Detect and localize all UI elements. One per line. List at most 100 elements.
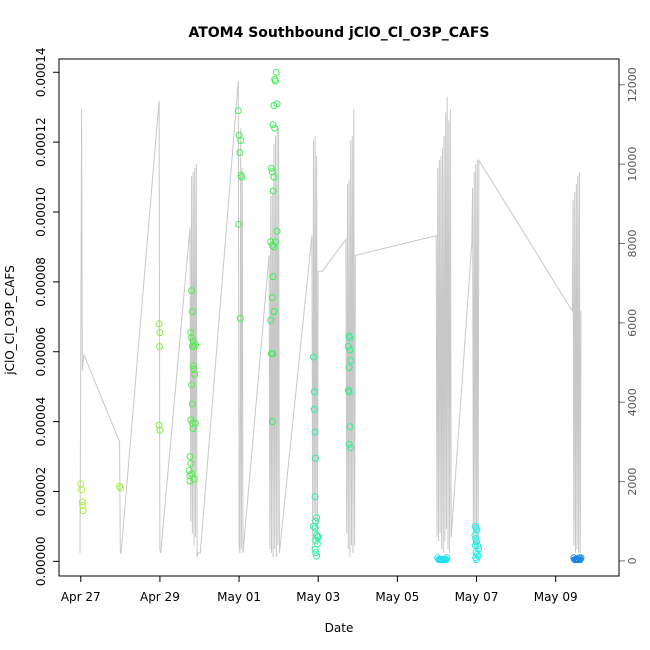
data-point xyxy=(311,545,319,553)
data-point xyxy=(238,173,246,181)
data-point xyxy=(78,498,86,506)
data-point xyxy=(346,423,354,431)
y2-tick-label: 4000 xyxy=(626,388,639,416)
data-point xyxy=(188,334,196,342)
data-point xyxy=(310,405,318,413)
data-point xyxy=(269,273,277,281)
data-point xyxy=(187,460,195,467)
data-point xyxy=(345,388,353,396)
data-point xyxy=(186,477,194,485)
data-point xyxy=(79,501,87,509)
data-point xyxy=(155,320,163,328)
y2-tick-label: 0 xyxy=(626,557,639,564)
data-point xyxy=(189,362,197,370)
y2-tick-label: 2000 xyxy=(626,468,639,496)
data-point xyxy=(311,493,319,501)
data-point xyxy=(237,136,245,144)
data-point xyxy=(186,472,194,480)
data-point xyxy=(236,315,244,322)
y-tick-label: 0.00004 xyxy=(34,397,48,447)
data-point xyxy=(156,426,164,434)
data-point xyxy=(311,524,319,532)
data-point xyxy=(236,149,244,157)
data-point xyxy=(156,329,164,336)
data-point xyxy=(269,187,277,195)
data-point xyxy=(473,556,480,564)
data-point xyxy=(234,107,242,115)
secondary-series xyxy=(79,80,582,558)
chart-title: ATOM4 Southbound jClO_Cl_O3P_CAFS xyxy=(188,25,489,41)
data-point xyxy=(312,549,320,557)
x-axis-label: Date xyxy=(325,621,354,635)
data-point xyxy=(314,533,322,541)
data-point xyxy=(187,416,195,424)
y-tick-label: 0.00012 xyxy=(34,117,48,167)
y-tick-label: 0.00000 xyxy=(34,536,48,586)
data-point xyxy=(235,220,243,228)
y-axis-label: jClO_Cl_O3P_CAFS xyxy=(3,265,17,375)
data-point xyxy=(272,68,280,76)
data-point xyxy=(78,486,86,494)
y-tick-label: 0.00010 xyxy=(34,187,48,237)
data-point xyxy=(269,121,277,129)
data-point xyxy=(271,75,279,83)
x-tick-label: Apr 27 xyxy=(61,590,101,604)
y-tick-label: 0.00014 xyxy=(34,47,48,97)
x-tick-label: May 09 xyxy=(534,590,578,604)
x-tick-label: May 05 xyxy=(375,590,419,604)
data-point xyxy=(79,507,87,515)
x-tick-label: May 07 xyxy=(455,590,499,604)
data-point xyxy=(310,353,317,361)
y-tick-label: 0.00008 xyxy=(34,257,48,307)
data-point xyxy=(156,343,163,350)
data-point xyxy=(346,334,354,342)
data-point xyxy=(345,440,353,448)
data-point xyxy=(310,388,318,396)
data-point xyxy=(267,238,275,246)
data-point xyxy=(344,343,352,350)
data-point xyxy=(347,444,355,452)
data-point xyxy=(188,287,196,295)
y-tick-label: 0.00006 xyxy=(34,327,48,377)
y2-tick-label: 8000 xyxy=(626,230,639,258)
data-point xyxy=(345,364,353,371)
data-point xyxy=(188,419,196,427)
data-point xyxy=(190,475,198,483)
data-point xyxy=(187,329,195,336)
data-point xyxy=(443,554,451,562)
y2-tick-label: 6000 xyxy=(626,309,639,337)
data-point xyxy=(347,357,355,364)
data-point xyxy=(472,535,480,543)
data-point xyxy=(267,316,275,324)
data-point xyxy=(273,227,281,235)
data-point xyxy=(313,514,321,522)
x-tick-label: May 01 xyxy=(217,590,261,604)
data-point xyxy=(191,370,199,378)
data-point xyxy=(188,308,196,316)
axes: Apr 27 Apr 29 May 01 May 03 May 05 May 07 May … xyxy=(34,47,639,604)
data-point xyxy=(346,346,354,354)
data-point xyxy=(471,531,479,539)
data-point xyxy=(268,294,276,302)
x-tick-label: Apr 29 xyxy=(140,590,180,604)
data-point xyxy=(270,308,278,316)
data-point xyxy=(312,536,320,544)
data-point xyxy=(116,482,124,490)
data-point xyxy=(475,545,482,553)
data-point xyxy=(188,381,196,389)
data-points xyxy=(77,68,585,564)
data-point xyxy=(155,421,163,429)
y-tick-label: 0.00002 xyxy=(34,467,48,517)
data-point xyxy=(311,428,319,436)
data-point xyxy=(268,164,275,172)
data-point xyxy=(117,484,125,492)
data-point xyxy=(188,400,196,408)
data-point xyxy=(310,522,317,530)
data-point xyxy=(268,418,276,426)
data-point xyxy=(271,124,279,132)
secondary-series-line xyxy=(79,80,582,558)
plot-frame xyxy=(58,58,620,577)
data-point xyxy=(192,419,199,427)
